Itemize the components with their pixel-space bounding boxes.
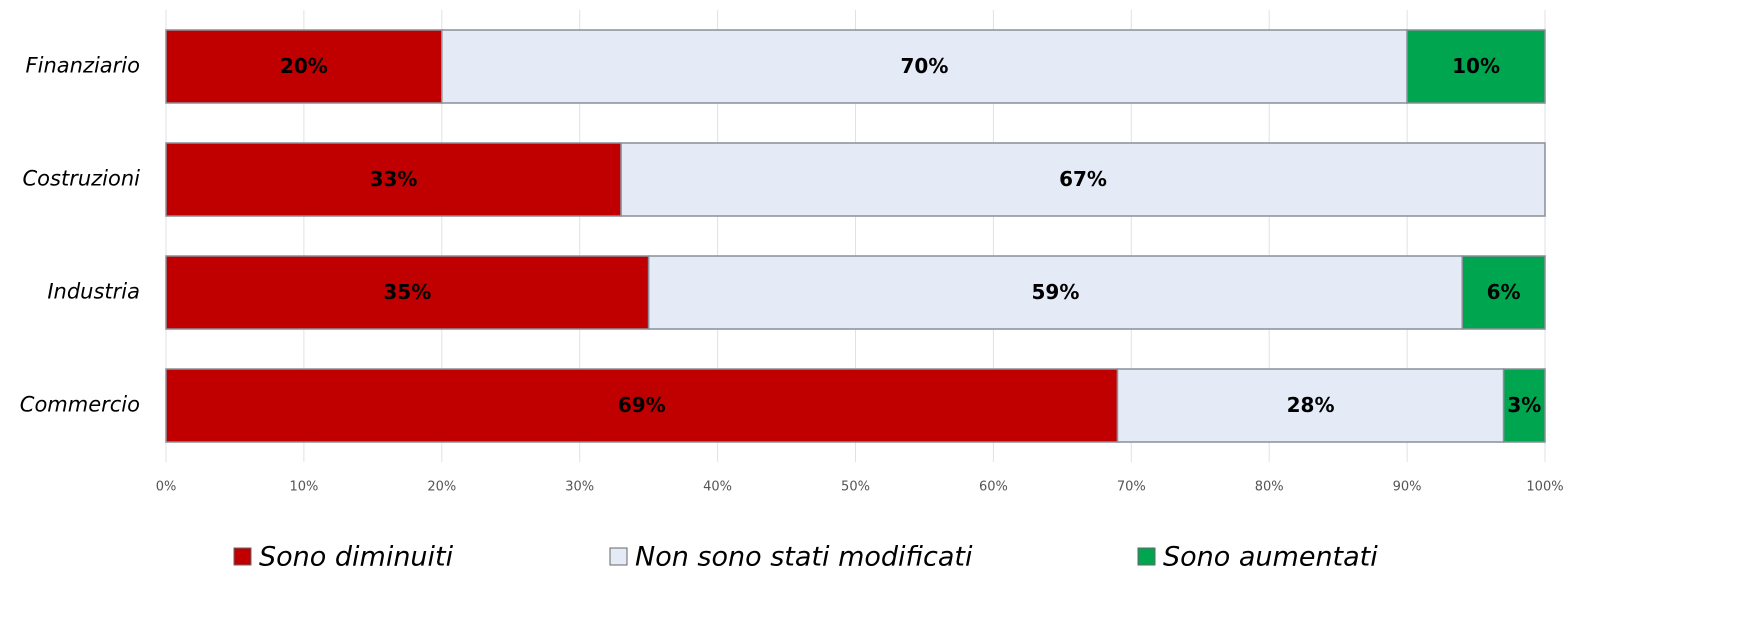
legend-label: Non sono stati modificati (635, 542, 973, 573)
x-tick-label: 50% (841, 480, 870, 495)
legend-swatch (609, 547, 628, 566)
bar-segment (441, 29, 1408, 104)
data-label: 69% (618, 393, 666, 417)
x-tick-label: 10% (289, 480, 318, 495)
bar-segment (1461, 255, 1546, 330)
x-tick-label: 90% (1393, 480, 1422, 495)
y-tick-label: Finanziario (26, 54, 140, 78)
bar-segment (647, 255, 1464, 330)
legend-swatch (1137, 547, 1156, 566)
data-label: 20% (280, 54, 328, 78)
x-tick-label: 30% (565, 480, 594, 495)
bar-segment (620, 142, 1546, 217)
y-tick-label: Costruzioni (23, 167, 141, 191)
data-label: 10% (1452, 54, 1500, 78)
legend-label: Sono aumentati (1163, 542, 1378, 573)
bar-segment (1116, 368, 1505, 443)
data-label: 28% (1287, 393, 1335, 417)
x-tick-label: 40% (703, 480, 732, 495)
data-label: 3% (1507, 393, 1541, 417)
data-label: 33% (370, 167, 418, 191)
bar-segment (1406, 29, 1546, 104)
data-label: 35% (383, 280, 431, 304)
y-tick-label: Commercio (20, 393, 140, 417)
y-tick-label: Industria (47, 280, 140, 304)
data-label: 70% (901, 54, 949, 78)
bar-segment (165, 142, 622, 217)
x-tick-label: 60% (979, 480, 1008, 495)
x-tick-label: 100% (1526, 480, 1563, 495)
bar-segment (165, 368, 1119, 443)
x-tick-label: 20% (427, 480, 456, 495)
x-tick-label: 70% (1117, 480, 1146, 495)
legend-label: Sono diminuiti (259, 542, 454, 573)
data-label: 67% (1059, 167, 1107, 191)
bar-segment (1502, 368, 1546, 443)
data-label: 6% (1487, 280, 1521, 304)
x-tick-label: 80% (1255, 480, 1284, 495)
x-tick-label: 0% (156, 480, 177, 495)
legend-swatch (233, 547, 252, 566)
bar-segment (165, 255, 650, 330)
data-label: 59% (1032, 280, 1080, 304)
bar-segment (165, 29, 443, 104)
